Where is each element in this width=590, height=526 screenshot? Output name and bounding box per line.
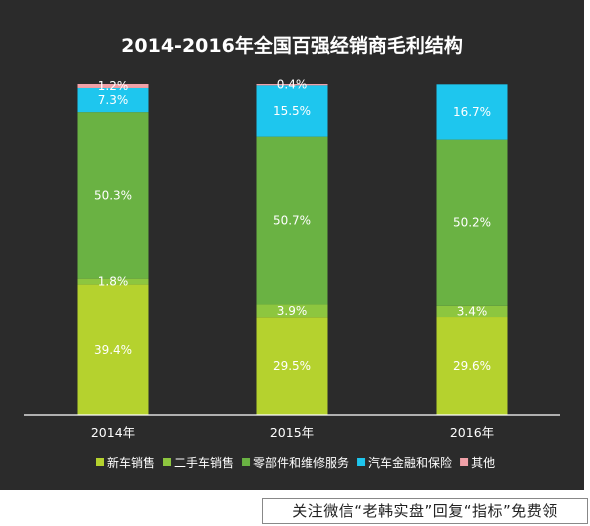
bar-segment <box>256 85 328 137</box>
data-label: 39.4% <box>94 343 132 357</box>
data-label: 50.3% <box>94 188 132 202</box>
bar-segment <box>436 84 508 140</box>
legend-swatch <box>460 458 469 466</box>
data-label: 7.3% <box>98 93 129 107</box>
bar-segment <box>256 84 328 86</box>
data-label: 3.4% <box>457 304 488 318</box>
chart-title: 2014-2016年全国百强经销商毛利结构 <box>121 34 463 57</box>
legend-swatch <box>357 458 366 466</box>
bars-group: 39.4% 1.8% 50.3% 7.3%1.2% 29.5% 3.9% 50.7% 15.5… <box>77 78 508 415</box>
bar-segment <box>77 87 149 113</box>
data-label: 15.5% <box>273 104 311 118</box>
data-label: 1.2% <box>98 79 129 93</box>
legend-label: 零部件和维修服务 <box>253 455 349 470</box>
data-label: 29.6% <box>453 359 491 373</box>
bar-segment <box>256 317 328 415</box>
bar-segment <box>77 84 149 88</box>
bar-segment <box>436 305 508 318</box>
bar-segment <box>77 278 149 285</box>
data-label: 29.5% <box>273 359 311 373</box>
legend-label: 新车销售 <box>107 455 155 470</box>
legend-swatch <box>242 458 251 466</box>
bar-segment <box>256 136 328 305</box>
legend-label: 其他 <box>471 456 495 470</box>
bar-segment <box>77 284 149 415</box>
x-tick-label: 2016年 <box>450 425 494 440</box>
bar-segment <box>77 112 149 279</box>
data-label: 0.4% <box>277 78 308 92</box>
bar-segment <box>436 139 508 306</box>
x-tick-labels: 2014年 2015年 2016年 <box>91 425 494 440</box>
bar-segment <box>436 317 508 415</box>
legend-label: 二手车销售 <box>174 455 234 470</box>
watermark-banner: 关注微信“老韩实盘”回复“指标”免费领 <box>262 498 588 524</box>
legend-swatch <box>163 458 172 466</box>
data-label: 3.9% <box>277 304 308 318</box>
x-tick-label: 2015年 <box>270 425 314 440</box>
legend: 新车销售 二手车销售 零部件和维修服务 汽车金融和保险 其他 <box>96 455 495 470</box>
x-tick-label: 2014年 <box>91 425 135 440</box>
data-label: 16.7% <box>453 105 491 119</box>
bar-segment <box>256 304 328 318</box>
legend-label: 汽车金融和保险 <box>368 455 452 470</box>
data-label: 1.8% <box>98 275 129 289</box>
data-label: 50.2% <box>453 216 491 230</box>
legend-swatch <box>96 458 104 466</box>
data-label: 50.7% <box>273 214 311 228</box>
